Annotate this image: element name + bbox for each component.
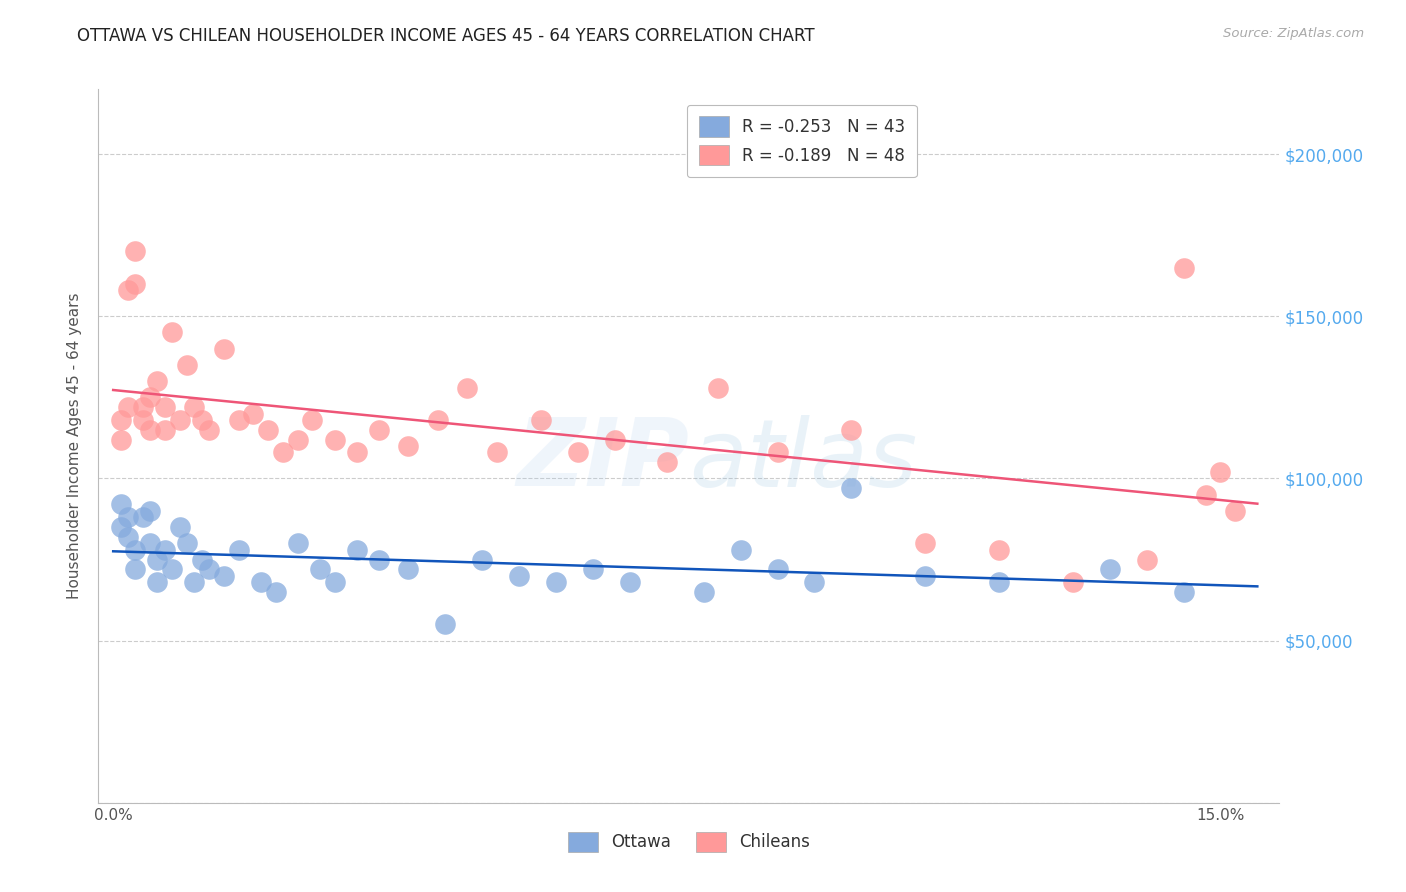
Point	[530, 413, 553, 427]
Text: atlas: atlas	[689, 415, 917, 506]
Point	[117, 510, 139, 524]
Point	[323, 575, 346, 590]
Point	[988, 575, 1011, 590]
Point	[914, 536, 936, 550]
Point	[153, 423, 176, 437]
Text: OTTAWA VS CHILEAN HOUSEHOLDER INCOME AGES 45 - 64 YEARS CORRELATION CHART: OTTAWA VS CHILEAN HOUSEHOLDER INCOME AGE…	[77, 27, 815, 45]
Point	[162, 562, 183, 576]
Point	[1173, 585, 1195, 599]
Point	[346, 542, 368, 557]
Point	[434, 617, 457, 632]
Point	[191, 413, 214, 427]
Point	[257, 423, 280, 437]
Point	[707, 381, 730, 395]
Point	[427, 413, 450, 427]
Point	[766, 562, 789, 576]
Point	[398, 562, 420, 576]
Point	[471, 552, 494, 566]
Point	[132, 413, 155, 427]
Point	[605, 433, 627, 447]
Point	[124, 542, 146, 557]
Point	[139, 390, 162, 404]
Point	[368, 423, 391, 437]
Point	[730, 542, 752, 557]
Point	[139, 536, 162, 550]
Legend: Ottawa, Chileans: Ottawa, Chileans	[561, 825, 817, 859]
Point	[1062, 575, 1084, 590]
Point	[398, 439, 420, 453]
Point	[309, 562, 332, 576]
Point	[242, 407, 264, 421]
Point	[110, 413, 132, 427]
Point	[693, 585, 716, 599]
Point	[169, 413, 191, 427]
Point	[250, 575, 273, 590]
Point	[153, 542, 176, 557]
Point	[619, 575, 641, 590]
Point	[176, 536, 198, 550]
Point	[486, 445, 509, 459]
Point	[228, 413, 250, 427]
Point	[183, 575, 205, 590]
Point	[176, 358, 198, 372]
Point	[508, 568, 530, 582]
Point	[655, 455, 678, 469]
Y-axis label: Householder Income Ages 45 - 64 years: Householder Income Ages 45 - 64 years	[67, 293, 83, 599]
Point	[803, 575, 825, 590]
Point	[124, 562, 146, 576]
Point	[110, 520, 132, 534]
Point	[1209, 465, 1232, 479]
Point	[198, 423, 221, 437]
Point	[117, 283, 139, 297]
Point	[132, 510, 155, 524]
Point	[212, 568, 235, 582]
Point	[117, 400, 139, 414]
Point	[110, 433, 132, 447]
Point	[841, 481, 863, 495]
Point	[567, 445, 589, 459]
Point	[841, 423, 863, 437]
Point	[914, 568, 936, 582]
Point	[287, 536, 309, 550]
Point	[132, 400, 155, 414]
Point	[1136, 552, 1159, 566]
Point	[198, 562, 221, 576]
Point	[457, 381, 479, 395]
Text: ZIP: ZIP	[516, 414, 689, 507]
Point	[988, 542, 1011, 557]
Point	[146, 552, 169, 566]
Point	[323, 433, 346, 447]
Point	[169, 520, 191, 534]
Point	[110, 497, 132, 511]
Point	[264, 585, 287, 599]
Point	[139, 504, 162, 518]
Point	[1098, 562, 1121, 576]
Point	[228, 542, 250, 557]
Point	[162, 326, 183, 340]
Point	[139, 423, 162, 437]
Point	[124, 244, 146, 259]
Point	[183, 400, 205, 414]
Point	[153, 400, 176, 414]
Point	[146, 374, 169, 388]
Point	[546, 575, 568, 590]
Text: Source: ZipAtlas.com: Source: ZipAtlas.com	[1223, 27, 1364, 40]
Point	[1173, 260, 1195, 275]
Point	[117, 530, 139, 544]
Point	[301, 413, 323, 427]
Point	[1223, 504, 1247, 518]
Point	[124, 277, 146, 291]
Point	[766, 445, 789, 459]
Point	[146, 575, 169, 590]
Point	[191, 552, 214, 566]
Point	[212, 342, 235, 356]
Point	[271, 445, 294, 459]
Point	[582, 562, 605, 576]
Point	[346, 445, 368, 459]
Point	[1195, 488, 1218, 502]
Point	[287, 433, 309, 447]
Point	[368, 552, 391, 566]
